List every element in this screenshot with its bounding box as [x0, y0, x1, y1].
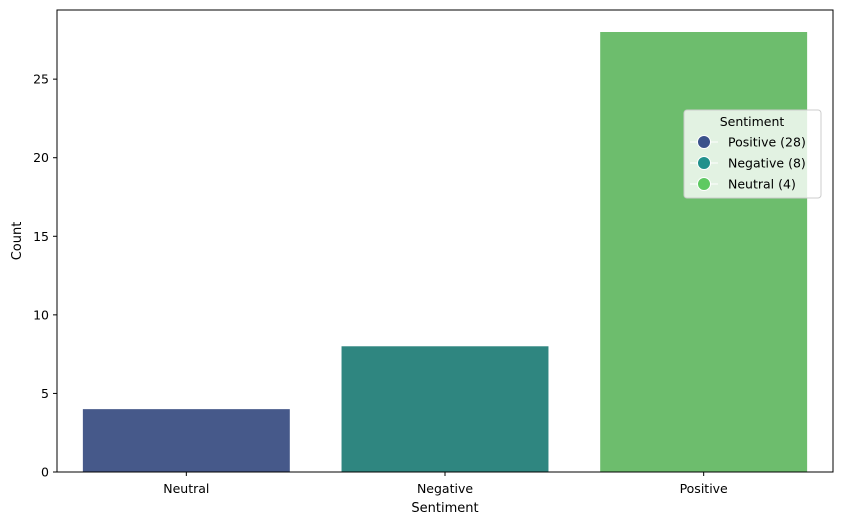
y-tick-label: 20	[33, 150, 49, 165]
bars-group	[82, 32, 808, 472]
legend-marker	[697, 135, 711, 149]
x-tick-label: Positive	[680, 481, 728, 496]
y-tick-label: 5	[41, 386, 49, 401]
legend-label: Positive (28)	[728, 135, 806, 150]
y-tick-label: 25	[33, 72, 49, 87]
plot-frame	[56, 9, 834, 473]
x-tick-label: Negative	[417, 481, 473, 496]
y-tick-label: 10	[33, 307, 49, 322]
legend: Sentiment Positive (28) Negative (8) Neutr…	[683, 109, 822, 199]
x-tick-label: Neutral	[163, 481, 209, 496]
y-ticks-group: 0 5 10 15 20 25	[33, 72, 57, 480]
y-tick-label: 0	[41, 465, 49, 480]
bar-neutral	[82, 409, 290, 472]
y-axis-title: Count	[10, 222, 25, 261]
legend-label: Negative (8)	[728, 156, 806, 171]
legend-marker	[697, 156, 711, 170]
x-axis-title: Sentiment	[411, 501, 478, 516]
legend-label: Neutral (4)	[728, 177, 796, 192]
bar-negative	[341, 346, 549, 472]
y-tick-label: 15	[33, 229, 49, 244]
legend-title: Sentiment	[720, 114, 785, 129]
legend-marker	[697, 177, 711, 191]
legend-box	[683, 109, 822, 199]
x-ticks-group: Neutral Negative Positive	[163, 472, 728, 496]
bar-positive	[600, 32, 808, 472]
legend-entries: Positive (28) Negative (8) Neutral (4)	[690, 135, 806, 192]
